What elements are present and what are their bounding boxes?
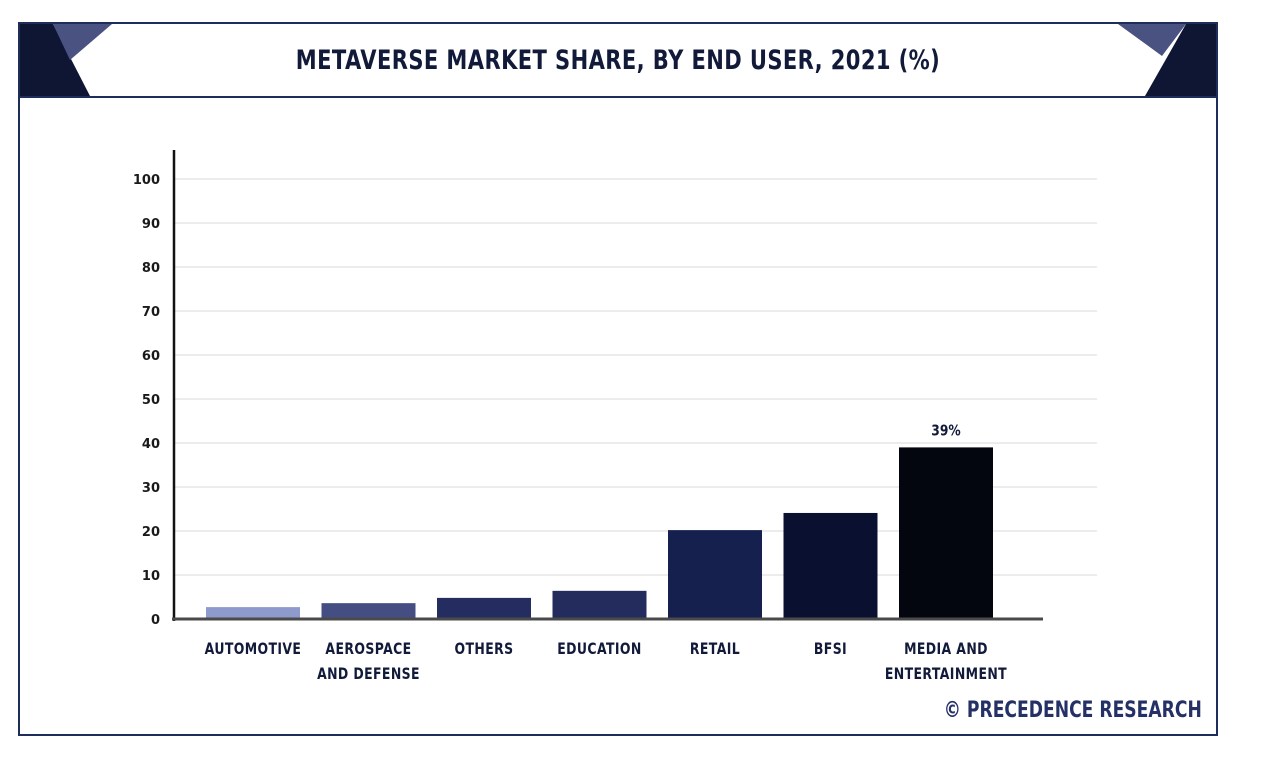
- header-decoration: [20, 24, 1216, 96]
- y-tick-label: 0: [151, 613, 160, 628]
- left-corner-light-triangle: [53, 24, 112, 60]
- y-tick-label: 100: [133, 173, 160, 188]
- header-band: METAVERSE MARKET SHARE, BY END USER, 202…: [20, 24, 1216, 98]
- right-corner-dark-triangle: [1145, 24, 1216, 96]
- right-corner-light-triangle: [1118, 24, 1186, 56]
- copyright-credit: © PRECEDENCE RESEARCH: [943, 698, 1202, 723]
- y-tick-label: 20: [142, 525, 160, 540]
- bars: [206, 447, 993, 619]
- y-tick-label: 40: [142, 437, 160, 452]
- bar: [668, 530, 762, 619]
- y-axis-ticks: 0 10 20 30 40 50 60 70 80 90 100: [133, 173, 160, 628]
- y-tick-label: 10: [142, 569, 160, 584]
- x-category-label: RETAIL: [690, 641, 740, 659]
- bar: [552, 590, 647, 619]
- y-tick-label: 30: [142, 481, 160, 496]
- x-category-label: AEROSPACE: [325, 641, 411, 659]
- left-corner-dark-triangle: [20, 24, 90, 96]
- x-axis-categories: AUTOMOTIVE AEROSPACE AND DEFENSE OTHERS EDUC…: [205, 641, 1007, 684]
- bar: [321, 603, 416, 619]
- x-category-label: OTHERS: [455, 641, 514, 659]
- data-labels: 39%: [931, 422, 961, 439]
- y-tick-label: 60: [142, 349, 160, 364]
- y-tick-label: 80: [142, 261, 160, 276]
- x-category-label: MEDIA AND: [904, 641, 988, 659]
- bar: [783, 512, 878, 619]
- x-category-label: ENTERTAINMENT: [885, 666, 1007, 684]
- bar: [437, 597, 531, 619]
- y-tick-label: 50: [142, 393, 160, 408]
- y-tick-label: 90: [142, 217, 160, 232]
- x-category-label: EDUCATION: [557, 641, 641, 659]
- y-tick-label: 70: [142, 305, 160, 320]
- bar-value-label: 39%: [931, 422, 961, 439]
- x-category-label: AND DEFENSE: [317, 666, 420, 684]
- bar: [206, 607, 300, 619]
- x-category-label: BFSI: [814, 641, 847, 659]
- bar: [899, 447, 993, 619]
- x-category-label: AUTOMOTIVE: [205, 641, 302, 659]
- chart-title: METAVERSE MARKET SHARE, BY END USER, 202…: [295, 44, 941, 76]
